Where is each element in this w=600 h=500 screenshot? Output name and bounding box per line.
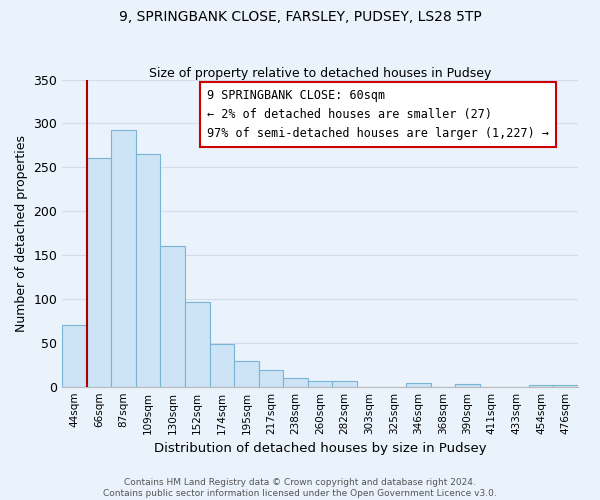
Bar (259, 370, 283, 386)
Text: 9, SPRINGBANK CLOSE, FARSLEY, PUDSEY, LS28 5TP: 9, SPRINGBANK CLOSE, FARSLEY, PUDSEY, LS… (119, 10, 481, 24)
Text: Contains HM Land Registry data © Crown copyright and database right 2024.
Contai: Contains HM Land Registry data © Crown c… (103, 478, 497, 498)
Bar (308, 380, 332, 386)
Bar (406, 383, 431, 386)
Title: Size of property relative to detached houses in Pudsey: Size of property relative to detached ho… (149, 66, 491, 80)
Bar (209, 344, 234, 386)
Y-axis label: Number of detached properties: Number of detached properties (15, 134, 28, 332)
Bar (234, 361, 259, 386)
Bar (455, 384, 479, 386)
Bar (87, 158, 112, 386)
Bar (62, 325, 87, 386)
X-axis label: Distribution of detached houses by size in Pudsey: Distribution of detached houses by size … (154, 442, 487, 455)
Bar (553, 385, 578, 386)
Bar (112, 130, 136, 386)
Bar (283, 378, 308, 386)
Bar (332, 382, 357, 386)
Bar (529, 385, 553, 386)
Bar (136, 154, 160, 386)
Text: 9 SPRINGBANK CLOSE: 60sqm
← 2% of detached houses are smaller (27)
97% of semi-d: 9 SPRINGBANK CLOSE: 60sqm ← 2% of detach… (206, 88, 548, 140)
Bar (160, 246, 185, 386)
Bar (185, 302, 209, 386)
